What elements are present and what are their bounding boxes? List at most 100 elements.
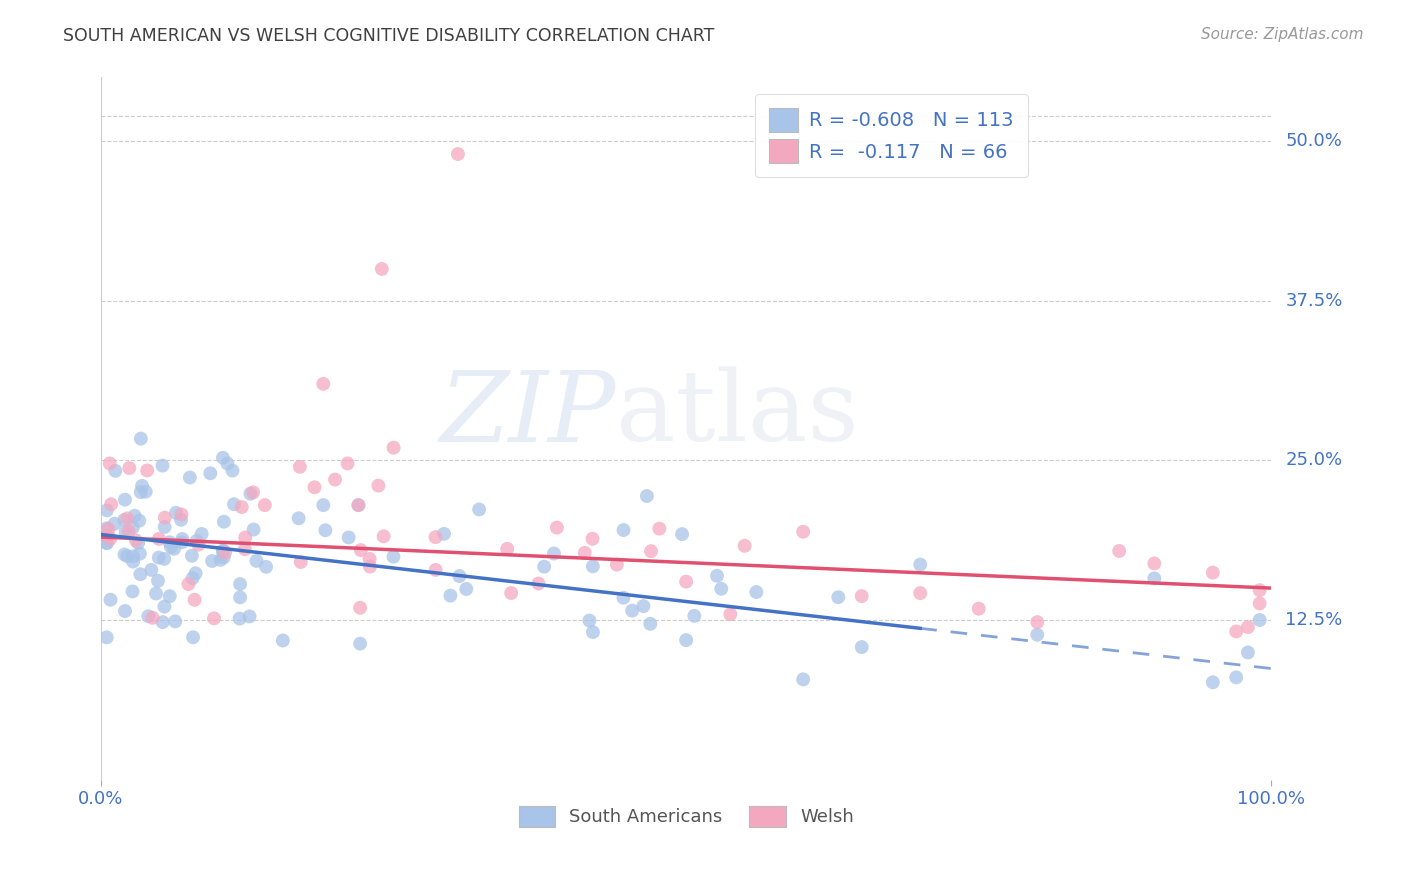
Point (290, 555, 312, 569)
Point (288, 459, 311, 474)
Point (543, 547, 565, 561)
Point (1202, 566, 1225, 580)
Point (222, 497, 245, 511)
Point (145, 586, 167, 600)
Point (1249, 613, 1271, 627)
Point (114, 524, 136, 539)
Point (187, 538, 209, 552)
Point (100, 592, 122, 607)
Point (212, 450, 235, 465)
Text: 50.0%: 50.0% (1285, 132, 1343, 150)
Point (359, 559, 381, 574)
Point (382, 549, 405, 564)
Point (359, 552, 381, 566)
Point (129, 567, 152, 582)
Point (671, 527, 693, 541)
Point (382, 441, 405, 455)
Point (371, 262, 394, 277)
Point (209, 553, 232, 567)
Point (456, 582, 478, 596)
Point (1225, 624, 1247, 639)
Point (212, 550, 235, 565)
Point (96, 536, 118, 550)
Point (253, 498, 276, 512)
Point (425, 530, 447, 544)
Point (129, 485, 152, 500)
Point (1143, 571, 1166, 585)
Point (152, 458, 174, 473)
Y-axis label: Cognitive Disability: Cognitive Disability (0, 348, 8, 509)
Point (636, 489, 658, 503)
Point (127, 536, 149, 550)
Point (229, 591, 252, 605)
Point (447, 147, 470, 161)
Point (349, 637, 371, 651)
Point (165, 506, 187, 520)
Point (718, 607, 741, 622)
Point (124, 508, 146, 523)
Point (373, 529, 395, 543)
Point (148, 550, 170, 565)
Point (96, 521, 118, 535)
Point (128, 514, 150, 528)
Point (114, 492, 136, 507)
Text: ZIP: ZIP (440, 367, 616, 462)
Point (172, 532, 194, 546)
Point (159, 535, 181, 549)
Legend: South Americans, Welsh: South Americans, Welsh (512, 798, 860, 834)
Point (347, 498, 370, 512)
Point (468, 502, 491, 516)
Point (179, 470, 201, 484)
Point (96, 631, 118, 645)
Point (287, 511, 309, 525)
Point (98, 457, 121, 471)
Point (152, 615, 174, 629)
Point (582, 559, 605, 574)
Text: Source: ZipAtlas.com: Source: ZipAtlas.com (1201, 27, 1364, 42)
Point (349, 600, 371, 615)
Point (117, 524, 139, 538)
Point (581, 532, 603, 546)
Point (153, 510, 176, 524)
Point (96, 503, 118, 517)
Point (121, 520, 143, 534)
Point (211, 544, 233, 558)
Point (1225, 670, 1247, 684)
Point (425, 563, 447, 577)
Point (242, 485, 264, 500)
Point (104, 516, 127, 531)
Point (153, 599, 176, 614)
Point (533, 559, 555, 574)
Point (117, 511, 139, 525)
Point (190, 527, 212, 541)
Point (675, 574, 697, 589)
Text: SOUTH AMERICAN VS WELSH COGNITIVE DISABILITY CORRELATION CHART: SOUTH AMERICAN VS WELSH COGNITIVE DISABI… (63, 27, 714, 45)
Point (117, 549, 139, 563)
Point (1249, 583, 1271, 598)
Text: atlas: atlas (616, 367, 859, 462)
Point (165, 615, 187, 629)
Point (200, 467, 222, 481)
Point (122, 549, 145, 564)
Point (229, 577, 252, 591)
Point (640, 544, 662, 558)
Point (114, 604, 136, 618)
Point (129, 547, 152, 561)
Point (231, 500, 253, 514)
Point (170, 508, 193, 522)
Point (131, 479, 153, 493)
Point (734, 539, 756, 553)
Point (114, 548, 136, 562)
Point (148, 532, 170, 546)
Point (612, 523, 634, 537)
Point (312, 376, 335, 391)
Point (153, 552, 176, 566)
Point (851, 589, 873, 603)
Point (100, 497, 122, 511)
Point (648, 522, 671, 536)
Point (606, 558, 628, 572)
Point (118, 461, 141, 475)
Point (1143, 557, 1166, 571)
Point (233, 542, 256, 557)
Text: 25.0%: 25.0% (1285, 451, 1343, 469)
